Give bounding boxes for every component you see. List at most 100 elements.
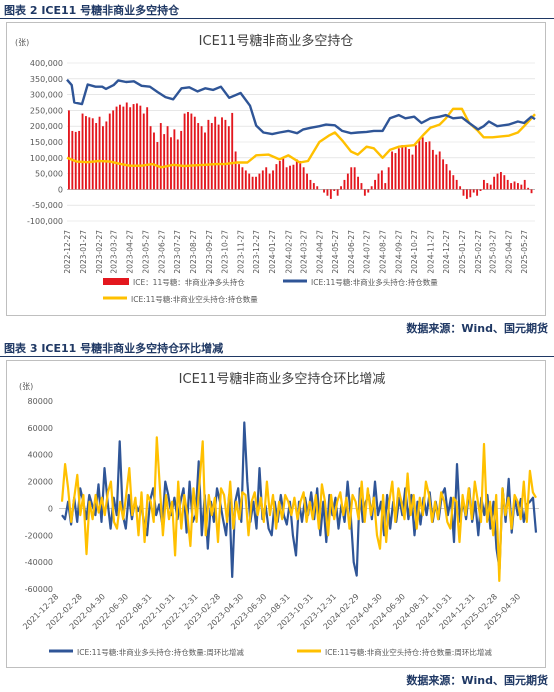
- net-position-bar: [353, 167, 356, 190]
- net-position-bar: [258, 173, 261, 190]
- x-tick-label: 2023-07-27: [173, 230, 182, 274]
- net-position-bar: [329, 189, 332, 199]
- x-tick-label: 2023-03-27: [110, 230, 119, 274]
- x-tick-label: 2025-04-27: [505, 230, 514, 274]
- net-position-bar: [323, 189, 325, 193]
- net-position-bar: [170, 137, 172, 190]
- net-position-bar: [479, 189, 482, 191]
- net-position-bar: [482, 179, 485, 190]
- net-position-bar: [340, 186, 342, 190]
- net-position-bar: [394, 153, 397, 190]
- net-position-bar: [374, 179, 377, 190]
- legend-label-net: ICE：11号糖：非商业净多头持仓: [133, 277, 245, 287]
- net-position-bar: [142, 113, 145, 190]
- net-position-bar: [452, 175, 455, 190]
- x-tick-label: 2024-04-27: [315, 230, 324, 274]
- legend-label-long: ICE:11号糖:非商业多头持仓:持仓数量: [311, 277, 438, 287]
- net-position-bar: [384, 183, 387, 190]
- net-position-bar: [370, 186, 373, 190]
- x-tick-label: 2024-12-27: [442, 230, 451, 274]
- net-position-bar: [275, 164, 278, 190]
- net-position-bar: [472, 189, 475, 193]
- x-tick-label: 2024-10-27: [410, 230, 419, 274]
- net-position-bar: [265, 167, 268, 190]
- net-position-bar: [200, 126, 203, 190]
- net-position-bar: [255, 176, 257, 190]
- net-position-bar: [173, 129, 176, 190]
- net-position-bar: [418, 140, 421, 190]
- net-position-bar: [227, 126, 230, 190]
- net-position-bar: [183, 113, 186, 190]
- figure-2-source: 数据来源：Wind、国元期货: [406, 674, 548, 687]
- x-tick-label: 2023-02-27: [95, 230, 104, 274]
- net-position-bar: [78, 130, 81, 190]
- x-tick-label: 2023-04-27: [126, 230, 135, 274]
- net-position-bar: [166, 126, 169, 190]
- x-tick-label: 2023-12-27: [252, 230, 261, 274]
- net-position-bar: [448, 170, 451, 190]
- net-position-bar: [149, 126, 152, 190]
- net-position-bar: [244, 170, 247, 190]
- short-change-line: [60, 436, 537, 582]
- net-position-bar: [153, 132, 155, 190]
- net-position-bar: [115, 106, 118, 190]
- net-position-bar: [88, 117, 91, 190]
- x-tick-label: 2023-01-27: [79, 230, 88, 274]
- net-position-bar: [299, 160, 302, 190]
- net-position-bar: [431, 149, 434, 190]
- net-position-bar: [360, 183, 363, 190]
- net-position-bar: [442, 159, 445, 190]
- net-position-bar: [292, 164, 295, 190]
- net-position-bar: [248, 173, 251, 190]
- y-tick-label: 300,000: [30, 91, 63, 100]
- net-position-bar: [520, 184, 523, 190]
- legend-swatch-net: [103, 278, 129, 285]
- x-tick-label: 2024-11-27: [426, 230, 435, 274]
- net-position-bar: [503, 175, 506, 190]
- net-position-bar: [146, 107, 149, 190]
- net-position-bar: [377, 173, 380, 190]
- net-position-bar: [289, 165, 291, 190]
- net-position-bar: [343, 179, 346, 190]
- net-position-bar: [404, 145, 407, 190]
- net-position-bar: [98, 116, 101, 190]
- chart-1-legend: ICE：11号糖：非商业净多头持仓 ICE:11号糖:非商业多头持仓:持仓数量 …: [103, 277, 438, 304]
- net-position-bar: [197, 123, 200, 190]
- x-tick-label: 2025-03-27: [489, 230, 498, 274]
- long-position-line: [66, 78, 536, 136]
- net-position-bar: [510, 183, 513, 190]
- chart-1-title: ICE11号糖非商业多空持仓: [199, 33, 354, 49]
- net-position-bar: [486, 183, 489, 190]
- y-tick-label: 50,000: [35, 170, 63, 179]
- net-position-bar: [306, 173, 308, 190]
- net-position-bar: [285, 167, 288, 190]
- net-position-bar: [217, 124, 220, 190]
- net-position-bar: [401, 145, 404, 190]
- x-tick-label: 2022-12-27: [63, 230, 72, 274]
- net-position-bar: [527, 187, 530, 190]
- net-position-bar: [336, 189, 339, 196]
- net-position-bar: [363, 189, 366, 196]
- net-position-bar: [530, 189, 533, 194]
- net-position-bar: [469, 189, 472, 198]
- y-tick-label: 80000: [28, 397, 53, 406]
- net-position-bar: [187, 111, 189, 190]
- chart-2-title: ICE11号糖非商业多空持仓环比增减: [179, 371, 386, 387]
- net-position-bar: [85, 116, 87, 190]
- net-position-bar: [214, 116, 217, 190]
- chart-2-unit: (张): [19, 382, 33, 391]
- y-tick-label: 0: [58, 185, 63, 194]
- x-tick-label: 2025-05-27: [520, 230, 529, 274]
- net-position-bar: [408, 148, 411, 190]
- net-position-bar: [380, 170, 383, 190]
- net-position-bar: [506, 179, 509, 190]
- x-tick-label: 2024-09-27: [395, 230, 404, 274]
- net-position-bar: [261, 170, 264, 190]
- x-tick-label: 2024-02-27: [284, 230, 293, 274]
- y-tick-label: -50,000: [32, 201, 63, 210]
- net-position-bar: [193, 116, 196, 190]
- x-tick-label: 2024-03-27: [299, 230, 308, 274]
- net-position-bar: [367, 189, 370, 193]
- x-tick-label: 2025-01-27: [458, 230, 467, 274]
- net-position-bar: [180, 130, 183, 190]
